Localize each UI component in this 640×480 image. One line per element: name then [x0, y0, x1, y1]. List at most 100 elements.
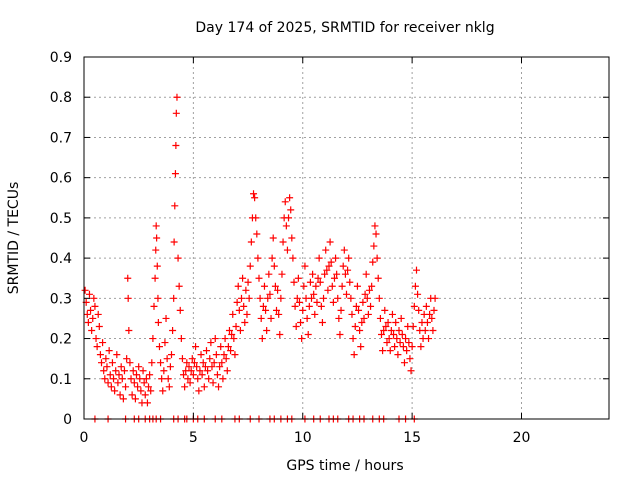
data-point — [358, 318, 366, 326]
data-point — [254, 254, 262, 262]
data-point — [335, 314, 343, 322]
data-point — [347, 294, 355, 302]
data-point — [317, 302, 325, 310]
data-point — [153, 234, 161, 242]
data-point — [113, 351, 121, 359]
data-point — [414, 290, 422, 298]
data-point — [391, 343, 399, 351]
data-point — [204, 367, 212, 375]
data-point — [387, 327, 395, 335]
data-point — [221, 335, 229, 343]
data-point — [170, 294, 178, 302]
data-point — [292, 322, 300, 330]
data-point — [224, 343, 232, 351]
data-point — [352, 302, 360, 310]
data-point — [95, 322, 103, 330]
data-point — [346, 278, 354, 286]
data-point — [343, 290, 350, 298]
data-point — [376, 314, 384, 322]
data-point — [170, 238, 178, 246]
data-point — [371, 222, 379, 230]
data-point — [370, 242, 378, 250]
y-tick-label: 0.5 — [50, 211, 72, 227]
data-point — [159, 387, 167, 395]
data-point — [329, 298, 337, 306]
data-point — [374, 274, 382, 282]
x-tick-label: 15 — [403, 430, 421, 446]
data-point — [225, 327, 233, 335]
data-point — [308, 294, 315, 302]
data-point — [104, 379, 112, 387]
data-point — [192, 343, 200, 351]
data-point — [269, 234, 277, 242]
data-point — [207, 339, 215, 347]
data-point — [235, 306, 243, 314]
data-point — [324, 286, 332, 294]
data-point — [233, 298, 241, 306]
data-point — [397, 314, 405, 322]
data-point — [169, 327, 177, 335]
data-point — [312, 282, 320, 290]
data-point — [102, 355, 110, 363]
data-point — [172, 141, 180, 149]
data-point — [208, 363, 216, 371]
data-point — [216, 363, 224, 371]
data-point — [120, 367, 128, 375]
data-point — [99, 339, 107, 347]
data-point — [259, 302, 267, 310]
data-point — [333, 270, 341, 278]
x-tick-label: 20 — [513, 430, 531, 446]
data-point — [175, 282, 183, 290]
data-point — [234, 282, 242, 290]
data-point — [273, 306, 280, 314]
data-point — [252, 214, 260, 222]
data-point — [189, 371, 197, 379]
data-point — [232, 322, 240, 330]
data-point — [106, 371, 114, 379]
data-point — [321, 270, 329, 278]
data-point — [178, 355, 186, 363]
data-point — [201, 363, 209, 371]
data-point — [293, 294, 301, 302]
data-point — [219, 375, 227, 383]
data-point — [171, 170, 179, 178]
data-point — [360, 314, 368, 322]
data-point — [152, 222, 160, 230]
data-point — [160, 367, 168, 375]
data-point — [139, 367, 147, 375]
data-point — [255, 274, 263, 282]
y-tick-label: 0.8 — [50, 90, 72, 106]
data-point — [157, 359, 165, 367]
data-point — [425, 335, 433, 343]
data-point — [285, 214, 293, 222]
data-point — [373, 254, 381, 262]
data-point — [194, 375, 202, 383]
data-point — [326, 238, 334, 246]
data-point — [177, 335, 185, 343]
data-point — [266, 290, 274, 298]
data-point — [253, 230, 261, 238]
data-point — [195, 387, 203, 395]
data-point — [417, 343, 425, 351]
data-point — [390, 331, 398, 339]
data-point — [334, 294, 342, 302]
data-point — [203, 347, 210, 355]
data-point — [171, 202, 179, 210]
data-point — [245, 294, 253, 302]
data-point — [87, 306, 95, 314]
data-point — [220, 351, 228, 359]
y-axis-label: SRMTID / TECUs — [6, 182, 22, 295]
data-point — [153, 262, 161, 270]
data-point — [206, 355, 214, 363]
y-tick-label: 0.6 — [50, 171, 72, 187]
data-point — [210, 359, 218, 367]
data-point — [112, 367, 120, 375]
data-point — [101, 375, 109, 383]
data-point — [143, 399, 151, 407]
data-point — [429, 327, 437, 335]
data-point — [283, 246, 291, 254]
data-point — [126, 359, 134, 367]
data-point — [154, 318, 162, 326]
data-point — [90, 294, 98, 302]
